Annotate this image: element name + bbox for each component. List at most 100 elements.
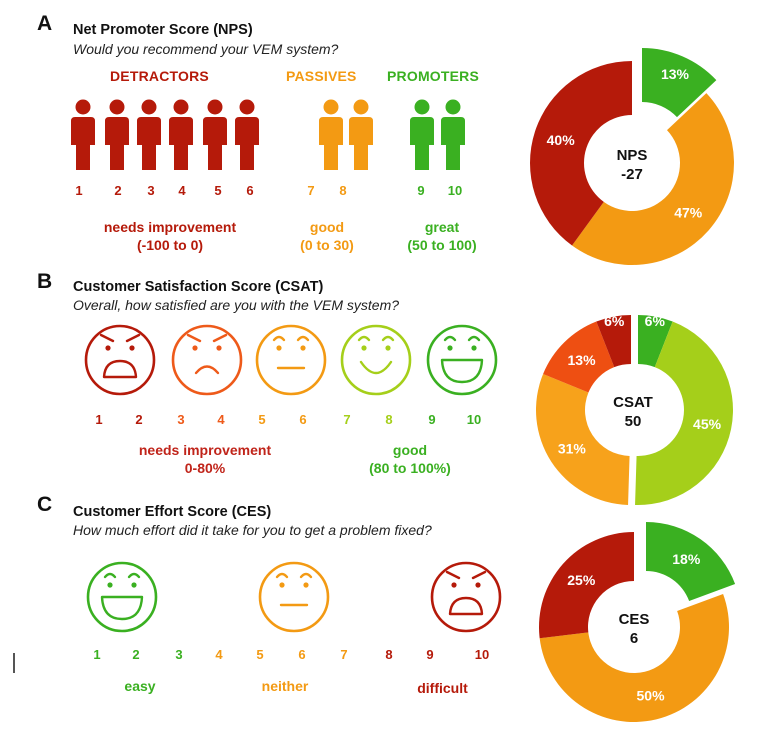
ces-score-number: 5 [256, 647, 264, 662]
csat-score-number: 10 [466, 412, 482, 427]
person-icon [137, 99, 161, 170]
promoters-rating: great (50 to 100) [392, 218, 492, 254]
nps-score-number: 9 [417, 183, 425, 198]
person-icon [235, 99, 259, 170]
csat-donut: 6% 45% 31% 13% 6% CSAT 50 [536, 313, 733, 505]
passives-label: PASSIVES [286, 68, 357, 84]
ces-score-number: 6 [298, 647, 306, 662]
person-icon [71, 99, 95, 170]
person-icon [349, 99, 373, 170]
nps-score-number: 3 [147, 183, 155, 198]
csat-title: Customer Satisfaction Score (CSAT) [73, 279, 324, 295]
csat-score-number: 2 [135, 412, 143, 427]
donut-slice-7-8 [635, 321, 733, 505]
ces-neither-label: neither [261, 678, 309, 694]
passives-rating: good (0 to 30) [287, 218, 367, 254]
text-cursor [13, 653, 15, 673]
csat-score-number: 8 [385, 412, 393, 427]
donut-slice-detractors [530, 61, 632, 246]
csat-score-number: 4 [217, 412, 225, 427]
donut-slice-1-2 [596, 315, 631, 368]
nps-question: Would you recommend your VEM system? [73, 41, 339, 57]
person-icon [441, 99, 465, 170]
angry-face-icon [84, 324, 156, 396]
person-icon [105, 99, 129, 170]
nps-score-number: 4 [178, 183, 186, 198]
detractors-rating: needs improvement (-100 to 0) [70, 218, 270, 254]
csat-score-number: 7 [343, 412, 351, 427]
donut-center-value: 6 [630, 630, 638, 647]
promoters-range: (50 to 100) [407, 237, 477, 253]
donut-slice-label: 6% [645, 313, 666, 329]
donut-slice-label: 47% [674, 205, 703, 221]
frown-face-icon [171, 324, 243, 396]
csat-good: good (80 to 100%) [350, 441, 470, 477]
ces-easy-label: easy [124, 678, 156, 694]
detractors-label: DETRACTORS [110, 68, 209, 84]
smile-face-icon [340, 324, 412, 396]
csat-score-number: 1 [95, 412, 103, 427]
ces-difficult-label: difficult [417, 680, 468, 696]
ces-score-number: 10 [474, 647, 490, 662]
donut-slice-difficult [538, 532, 634, 639]
panel-letter-b: B [37, 270, 53, 293]
ces-score-number: 1 [93, 647, 101, 662]
grin-face-icon [426, 324, 498, 396]
donut-center-label: CSAT [613, 394, 653, 411]
nps-score-number: 8 [339, 183, 347, 198]
ces-score-number: 9 [426, 647, 434, 662]
donut-center-value: -27 [621, 166, 643, 183]
nps-score-number: 10 [447, 183, 463, 198]
donut-slice-label: 45% [693, 416, 722, 432]
donut-slice-label: 25% [567, 572, 596, 588]
donut-slice-promoters [642, 48, 717, 118]
donut-center-label: NPS [617, 147, 648, 164]
ces-score-number: 4 [215, 647, 223, 662]
csat-needs-improvement: needs improvement 0-80% [110, 441, 300, 477]
csat-rating-text-0: needs improvement [138, 442, 272, 458]
donut-slice-easy [646, 522, 736, 602]
neutral-face-icon [258, 561, 330, 633]
donut-slice-label: 6% [604, 313, 625, 329]
detractors-rating-text: needs improvement [103, 219, 237, 235]
donut-center-label: CES [619, 611, 650, 628]
csat-range-0: 0-80% [184, 460, 226, 476]
csat-score-number: 9 [428, 412, 436, 427]
csat-rating-text-1: good [392, 442, 428, 458]
nps-donut: 13% 47% 40% NPS -27 [530, 48, 735, 266]
donut-slice-label: 40% [547, 132, 576, 148]
ces-question: How much effort did it take for you to g… [73, 522, 432, 538]
donut-slice-label: 18% [672, 551, 701, 567]
panel-letter-c: C [37, 493, 53, 516]
panel-letter-a: A [37, 12, 53, 35]
detractors-range: (-100 to 0) [136, 237, 204, 253]
nps-score-number: 2 [114, 183, 122, 198]
ces-donut: 18% 50% 25% CES 6 [538, 522, 736, 722]
ces-score-number: 2 [132, 647, 140, 662]
donut-slice-9-10 [638, 315, 673, 368]
donut-center-value: 50 [625, 413, 642, 430]
donut-slice-label: 50% [637, 688, 666, 704]
person-icon [169, 99, 193, 170]
donut-slice-label: 31% [558, 440, 587, 456]
passives-rating-text: good [309, 219, 345, 235]
nps-score-number: 1 [75, 183, 83, 198]
person-icon [203, 99, 227, 170]
donut-slice-5-6 [536, 373, 630, 505]
csat-range-1: (80 to 100%) [369, 460, 451, 476]
nps-title: Net Promoter Score (NPS) [73, 22, 253, 38]
nps-score-number: 7 [307, 183, 315, 198]
ces-score-number: 3 [175, 647, 183, 662]
promoters-label: PROMOTERS [387, 68, 480, 84]
grin-face-icon [86, 561, 158, 633]
passives-range: (0 to 30) [300, 237, 354, 253]
donut-slice-neither [539, 594, 729, 722]
ces-score-number: 7 [340, 647, 348, 662]
donut-slice-label: 13% [568, 352, 597, 368]
person-icon [410, 99, 434, 170]
csat-score-number: 6 [299, 412, 307, 427]
promoters-rating-text: great [424, 219, 460, 235]
ces-title: Customer Effort Score (CES) [73, 504, 272, 520]
donut-slice-label: 13% [661, 66, 690, 82]
